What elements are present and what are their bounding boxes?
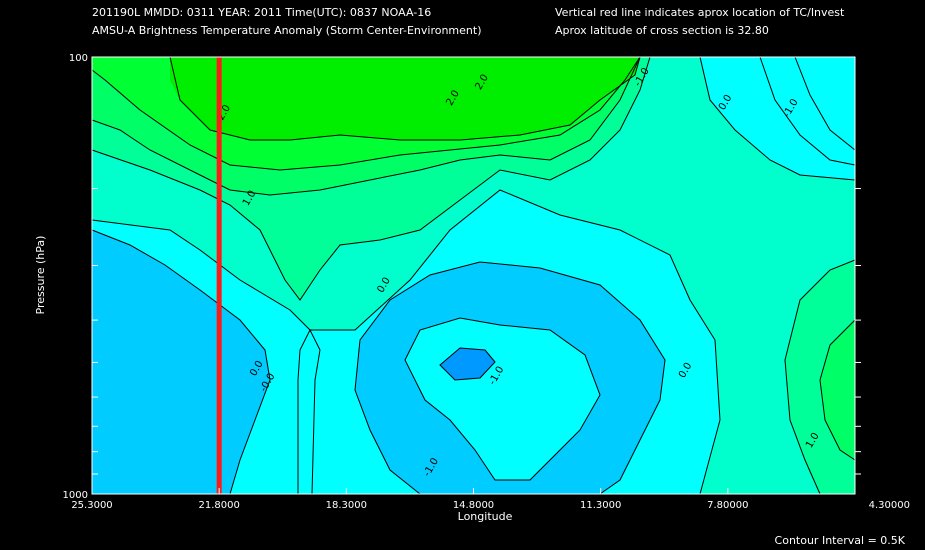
- contour-minus0p5-left: [91, 229, 271, 495]
- x-tick-label: 21.8000: [198, 500, 239, 511]
- contour-0p0-upper-right: [699, 56, 856, 181]
- fill-right-green-inner: [820, 320, 855, 460]
- contour-1p0: [91, 56, 641, 196]
- x-tick-label: 7.80000: [707, 500, 748, 511]
- fill-level-ge-2p0: [170, 57, 640, 140]
- contour-1p0-right: [819, 319, 856, 461]
- header-line2-right: Aprox latitude of cross section is 32.80: [555, 24, 769, 37]
- header-line1-left: 201190L MMDD: 0311 YEAR: 2011 Time(UTC):…: [92, 6, 431, 19]
- x-tick-label: 11.3000: [580, 500, 621, 511]
- fill-center-deep-blue: [440, 348, 495, 380]
- x-axis-title: Longitude: [458, 510, 513, 523]
- x-axis: 25.3000 21.8000 18.3000 14.8000 11.3000 7.800…: [71, 488, 910, 511]
- y-tick-label: 100: [69, 53, 88, 64]
- y-tick-label: 1000: [63, 490, 88, 501]
- x-tick-label: 14.8000: [453, 500, 494, 511]
- contour-0p0: [91, 189, 721, 495]
- contour-1p5: [91, 56, 641, 171]
- contour-minus0p5-upper-right: [759, 56, 856, 166]
- contour-minus1p5-center: [439, 347, 496, 381]
- x-tick-label: 18.3000: [326, 500, 367, 511]
- contour-plot-area: 2.02.02.0 -1.00.0 -1.01.00.00.0-0.0 -1.0 0.0…: [91, 56, 856, 495]
- contour-lines: [91, 56, 856, 495]
- x-tick-label: 4.30000: [869, 500, 910, 511]
- x-tick-label: 25.3000: [71, 500, 112, 511]
- contour-2p0: [169, 56, 641, 141]
- fill-left-blue-region: [92, 230, 270, 494]
- contour-0p5: [91, 56, 651, 301]
- contour-minus1p0-upper-right: [794, 56, 856, 151]
- contour-interval-label: Contour Interval = 0.5K: [775, 534, 906, 547]
- y-axis: 100 1000: [63, 53, 861, 501]
- header-line1-right: Vertical red line indicates aprox locati…: [555, 6, 845, 19]
- contour-minus0p5-center: [354, 261, 666, 495]
- contour-minus0p5-divider: [297, 328, 321, 495]
- y-axis-title: Pressure (hPa): [34, 236, 47, 315]
- chart-title: AMSU-A Brightness Temperature Anomaly (S…: [92, 24, 482, 37]
- contour-0p5-right: [784, 259, 856, 495]
- contour-minus1p0-center: [404, 317, 601, 481]
